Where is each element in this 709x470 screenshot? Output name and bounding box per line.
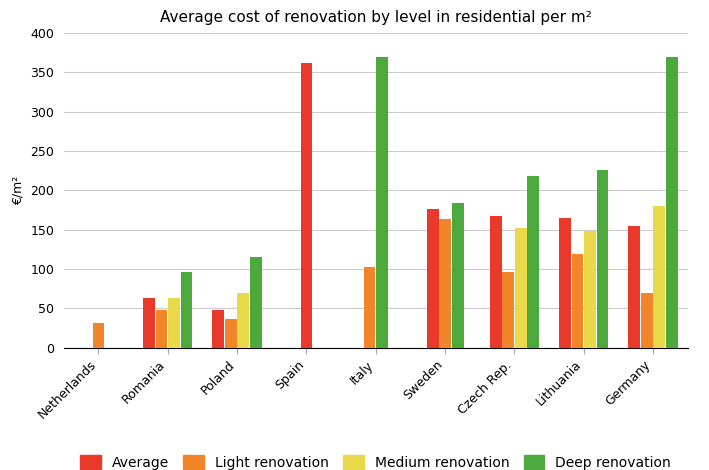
- Bar: [452, 203, 464, 348]
- Bar: [143, 298, 155, 348]
- Bar: [596, 170, 608, 348]
- Bar: [364, 266, 376, 348]
- Bar: [527, 176, 539, 348]
- Title: Average cost of renovation by level in residential per m²: Average cost of renovation by level in r…: [160, 10, 592, 25]
- Legend: Average, Light renovation, Medium renovation, Deep renovation: Average, Light renovation, Medium renova…: [74, 449, 677, 470]
- Bar: [301, 63, 313, 348]
- Bar: [427, 209, 439, 348]
- Bar: [559, 218, 571, 348]
- Y-axis label: €/m²: €/m²: [11, 176, 25, 205]
- Bar: [181, 272, 192, 348]
- Bar: [641, 293, 653, 348]
- Bar: [168, 298, 180, 348]
- Bar: [502, 272, 514, 348]
- Bar: [666, 56, 678, 348]
- Bar: [156, 310, 167, 348]
- Bar: [250, 257, 262, 348]
- Bar: [213, 310, 224, 348]
- Bar: [654, 206, 665, 348]
- Bar: [584, 231, 596, 348]
- Bar: [571, 254, 584, 348]
- Bar: [238, 293, 250, 348]
- Bar: [225, 319, 237, 348]
- Bar: [439, 219, 451, 348]
- Bar: [628, 226, 640, 348]
- Bar: [93, 323, 104, 348]
- Bar: [376, 56, 388, 348]
- Bar: [515, 228, 527, 348]
- Bar: [490, 216, 502, 348]
